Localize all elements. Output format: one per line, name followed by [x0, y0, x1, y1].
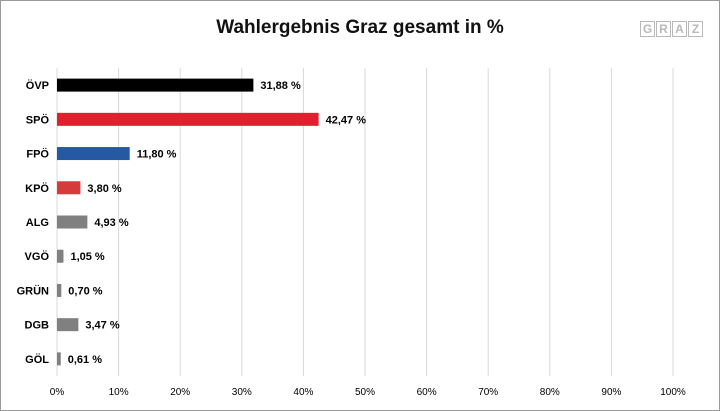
value-label: 0,70 % — [68, 285, 102, 297]
x-tick-label: 40% — [293, 387, 313, 398]
logo-letter: G — [640, 21, 655, 37]
x-tick-label: 60% — [417, 387, 437, 398]
category-label: VGÖ — [25, 250, 50, 263]
x-tick-label: 20% — [170, 387, 190, 398]
value-label: 31,88 % — [260, 80, 301, 92]
category-label: GRÜN — [17, 284, 49, 297]
bar — [57, 352, 61, 366]
x-tick-label: 90% — [601, 387, 621, 398]
x-tick-label: 100% — [660, 387, 686, 398]
bar — [57, 283, 62, 297]
graz-logo: G R A Z — [640, 21, 703, 37]
value-label: 1,05 % — [70, 251, 104, 263]
value-label: 4,93 % — [94, 217, 128, 229]
category-label: FPÖ — [26, 148, 49, 161]
bar — [57, 249, 64, 263]
value-label: 11,80 % — [137, 149, 177, 161]
category-label: KPÖ — [25, 182, 49, 195]
logo-letter: R — [656, 21, 671, 37]
bar — [57, 181, 81, 195]
category-label: ÖVP — [26, 79, 49, 92]
category-label: DGB — [25, 320, 50, 332]
value-label: 3,47 % — [85, 320, 119, 332]
bar — [57, 112, 319, 126]
chart-title: Wahlergebnis Graz gesamt in % — [216, 17, 504, 38]
bar — [57, 147, 130, 161]
logo-letter: Z — [688, 21, 703, 37]
bar — [57, 318, 79, 332]
value-label: 42,47 % — [326, 114, 367, 126]
x-tick-label: 50% — [355, 387, 375, 398]
category-label: GÖL — [25, 353, 49, 366]
category-label: SPÖ — [26, 113, 50, 126]
x-tick-label: 10% — [109, 387, 129, 398]
bar — [57, 78, 254, 92]
x-tick-label: 0% — [50, 387, 65, 398]
value-label: 3,80 % — [87, 183, 121, 195]
x-tick-label: 70% — [478, 387, 498, 398]
category-label: ALG — [26, 217, 49, 229]
logo-letter: A — [672, 21, 687, 37]
x-tick-label: 80% — [540, 387, 560, 398]
value-label: 0,61 % — [68, 354, 102, 366]
x-tick-label: 30% — [232, 387, 252, 398]
bar — [57, 215, 88, 229]
